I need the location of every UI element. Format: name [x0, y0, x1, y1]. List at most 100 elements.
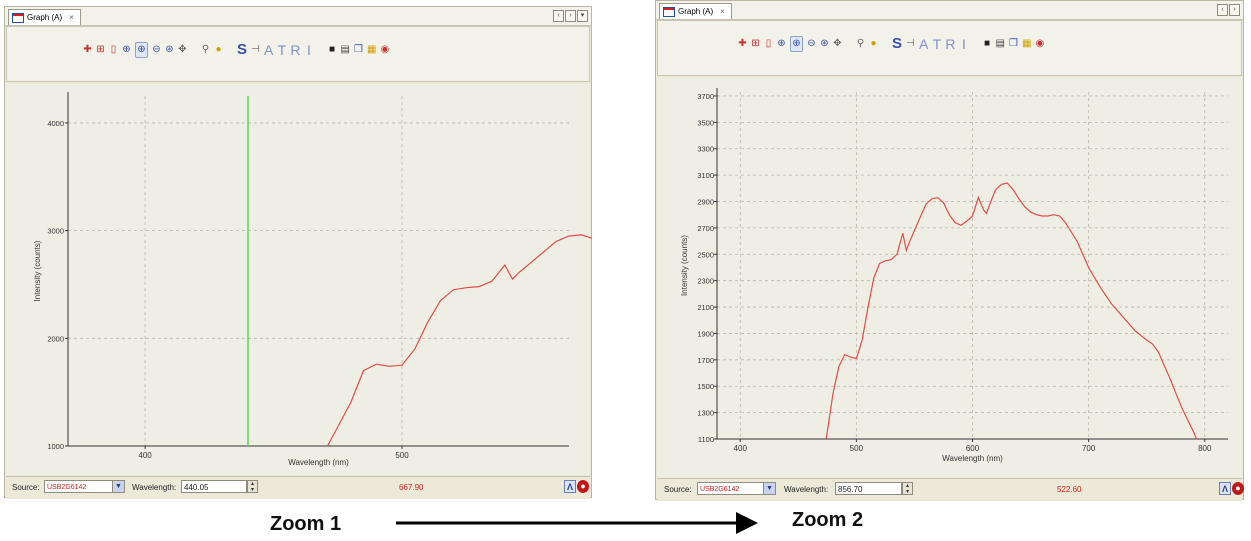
irradiance-mode-icon[interactable]: I — [307, 42, 311, 58]
caption-zoom-1: Zoom 1 — [270, 513, 342, 535]
column-marker-icon[interactable]: ▯ — [110, 44, 117, 55]
reflection-mode-icon[interactable]: R — [945, 36, 956, 52]
source-label: Source: — [12, 483, 40, 492]
grid-icon[interactable]: ⊞ — [751, 38, 760, 49]
stop-icon[interactable]: ● — [1232, 482, 1244, 495]
tab-graph-a[interactable]: Graph (A) × — [659, 3, 732, 19]
chevron-down-icon[interactable]: ▾ — [577, 10, 588, 22]
wavelength-spinner[interactable]: ▴ ▾ — [902, 482, 913, 495]
tab-graph-a[interactable]: Graph (A) × — [8, 9, 81, 25]
chevron-down-icon[interactable]: ▼ — [763, 483, 775, 494]
pin-icon[interactable]: ⚲ — [201, 44, 210, 55]
y-tick-label: 1100 — [698, 435, 714, 444]
y-tick-label: 3000 — [47, 227, 64, 236]
y-tick-label: 2100 — [697, 303, 714, 312]
status-icons: Λ ● — [564, 480, 589, 493]
scope-mode-icon[interactable]: S — [237, 41, 248, 58]
overlay-icon[interactable]: ◉ — [380, 44, 390, 55]
reflection-mode-icon[interactable]: R — [290, 42, 301, 58]
pan-icon[interactable]: ✥ — [833, 38, 842, 49]
zoom-reset-icon[interactable]: ⊛ — [820, 38, 829, 49]
zoom-box-icon[interactable]: ⊕ — [135, 42, 148, 58]
print-icon[interactable]: ▤ — [340, 44, 350, 55]
arrow-icon — [396, 512, 758, 534]
print-icon[interactable]: ▤ — [995, 38, 1005, 49]
absorbance-mode-icon[interactable]: A — [919, 36, 929, 52]
y-tick-label: 3700 — [697, 92, 714, 101]
scroll-right-icon[interactable]: › — [1229, 4, 1240, 16]
y-tick-label: 2900 — [697, 198, 714, 207]
scroll-left-icon[interactable]: ‹ — [1217, 4, 1228, 16]
y-tick-label: 2000 — [47, 334, 64, 343]
close-icon[interactable]: × — [69, 12, 74, 22]
zoom-box-icon[interactable]: ⊕ — [790, 36, 803, 52]
wavelength-label: Wavelength: — [132, 483, 177, 492]
tab-title: Graph (A) — [678, 6, 714, 16]
close-icon[interactable]: × — [720, 6, 725, 16]
dark-mode-icon[interactable]: ⊣ — [251, 44, 260, 55]
add-marker-icon[interactable]: ✚ — [738, 38, 747, 49]
x-tick-label: 800 — [1198, 444, 1212, 453]
copy-icon[interactable]: ❐ — [1008, 38, 1018, 49]
spectrum-chart[interactable]: 400 500 600 700 800 1100 1300 1500 1700 1900 2100 2… — [657, 78, 1244, 477]
y-tick-label: 3500 — [697, 118, 714, 127]
save-icon[interactable]: ■ — [328, 44, 335, 55]
graph-window-right: Graph (A) × ‹ › ✚ ⊞ ▯ ⊕ ⊕ ⊖ ⊛ ✥ ⚲ ● S ⊣ A T R I ■ ▤ ❐ ▦ ◉ 40… — [655, 0, 1244, 501]
x-tick-label: 700 — [1082, 444, 1096, 453]
wavelength-spinner[interactable]: ▴ ▾ — [247, 480, 258, 493]
zoom-in-icon[interactable]: ⊕ — [777, 38, 786, 49]
save-icon[interactable]: ■ — [983, 38, 990, 49]
plot-area[interactable]: 400 500 600 700 800 1100 1300 1500 1700 1900 2100 2… — [657, 78, 1242, 477]
y-tick-label: 3100 — [697, 171, 714, 180]
lightbulb-icon[interactable]: ● — [870, 38, 877, 49]
transmission-mode-icon[interactable]: T — [932, 36, 942, 52]
status-bar: Source: USB2G6142 ▼ Wavelength: 440.05 ▴… — [6, 476, 590, 499]
pan-icon[interactable]: ✥ — [178, 44, 187, 55]
copy-icon[interactable]: ❐ — [353, 44, 363, 55]
graph-window-left: Graph (A) × ‹ › ▾ ✚ ⊞ ▯ ⊕ ⊕ ⊖ ⊛ ✥ ⚲ ● S ⊣ A T R I ■ ▤ ❐ ▦ ◉ … — [4, 6, 1174, 499]
scope-mode-icon[interactable]: S — [892, 35, 903, 52]
wavelength-input[interactable]: 856.70 — [835, 482, 902, 495]
scroll-right-icon[interactable]: › — [565, 10, 576, 22]
add-marker-icon[interactable]: ✚ — [83, 44, 92, 55]
irradiance-mode-icon[interactable]: I — [962, 36, 966, 52]
stop-icon[interactable]: ● — [577, 480, 589, 493]
column-marker-icon[interactable]: ▯ — [765, 38, 772, 49]
status-icons: Λ ● — [1219, 482, 1244, 495]
scroll-left-icon[interactable]: ‹ — [553, 10, 564, 22]
zoom-out-icon[interactable]: ⊖ — [152, 44, 161, 55]
transmission-mode-icon[interactable]: T — [277, 42, 287, 58]
intensity-readout: 522.60 — [1057, 485, 1082, 494]
source-select[interactable]: USB2G6142 ▼ — [697, 482, 776, 495]
graph-toolbar: ✚ ⊞ ▯ ⊕ ⊕ ⊖ ⊛ ✥ ⚲ ● S ⊣ A T R I ■ ▤ ❐ ▦ ◉ — [657, 20, 1242, 76]
y-tick-label: 2700 — [697, 224, 714, 233]
x-tick-label: 400 — [138, 451, 152, 460]
zoom-in-icon[interactable]: ⊕ — [122, 44, 131, 55]
x-tick-label: 600 — [966, 444, 980, 453]
wavelength-input[interactable]: 440.05 — [181, 480, 247, 493]
export-icon[interactable]: ▦ — [1021, 38, 1032, 49]
grid-icon[interactable]: ⊞ — [96, 44, 105, 55]
y-tick-label: 1300 — [697, 409, 714, 418]
graph-toolbar: ✚ ⊞ ▯ ⊕ ⊕ ⊖ ⊛ ✥ ⚲ ● S ⊣ A T R I ■ ▤ ❐ ▦ ◉ — [6, 26, 590, 82]
y-tick-label: 3300 — [697, 145, 714, 154]
lightbulb-icon[interactable]: ● — [215, 44, 222, 55]
caption-zoom-2: Zoom 2 — [792, 509, 864, 531]
y-tick-label: 1500 — [697, 382, 714, 391]
dark-mode-icon[interactable]: ⊣ — [906, 38, 915, 49]
spectrum-chart[interactable]: 400 500 1000 2000 3000 4000 Wavelength (nm) Int… — [6, 84, 1174, 475]
absorbance-mode-icon[interactable]: A — [264, 42, 274, 58]
spectrum-mode-icon[interactable]: Λ — [564, 480, 576, 493]
chevron-down-icon[interactable]: ▼ — [112, 481, 124, 492]
zoom-out-icon[interactable]: ⊖ — [807, 38, 816, 49]
plot-area[interactable]: 400 500 1000 2000 3000 4000 Wavelength (nm) Int… — [6, 84, 1174, 475]
pin-icon[interactable]: ⚲ — [856, 38, 865, 49]
x-tick-label: 500 — [850, 444, 864, 453]
export-icon[interactable]: ▦ — [366, 44, 377, 55]
spectrum-mode-icon[interactable]: Λ — [1219, 482, 1231, 495]
source-select[interactable]: USB2G6142 ▼ — [44, 480, 125, 493]
wavelength-label: Wavelength: — [784, 485, 829, 494]
zoom-reset-icon[interactable]: ⊛ — [165, 44, 174, 55]
overlay-icon[interactable]: ◉ — [1035, 38, 1045, 49]
y-axis-label: Intensity (counts) — [680, 235, 689, 296]
